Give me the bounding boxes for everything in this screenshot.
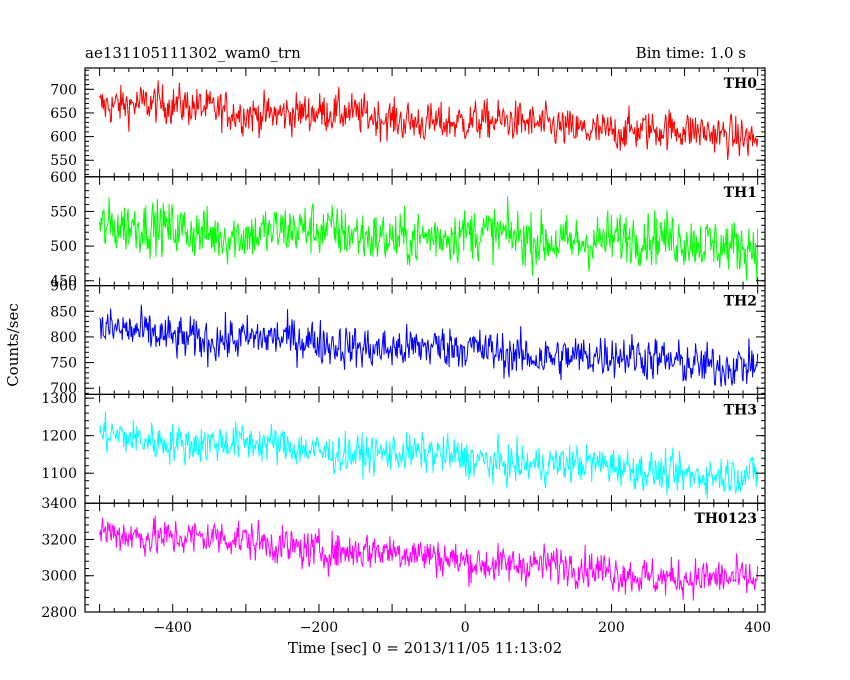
chart-title: ae131105111302_wam0_trn xyxy=(85,44,301,62)
bin-time-label: Bin time: 1.0 s xyxy=(636,44,746,62)
y-tick-label: 550 xyxy=(50,153,77,169)
y-tick-label: 700 xyxy=(50,82,77,98)
y-axis-title: Counts/sec xyxy=(4,303,22,387)
series-line-th3 xyxy=(99,411,759,500)
panel-label-th1: TH1 xyxy=(724,185,757,201)
panel-th0: 550 600 650 700 TH0 xyxy=(50,67,766,178)
series-line-th1 xyxy=(99,196,759,281)
panel-label-th0: TH0 xyxy=(724,76,758,92)
x-axis-title: Time [sec] 0 = 2013/11/05 11:13:02 xyxy=(288,639,562,657)
y-tick-label: 1300 xyxy=(41,391,77,407)
panel-frame xyxy=(84,502,766,613)
panel-th3: 1100 1200 1300 TH3 xyxy=(41,391,766,504)
x-tick-label: 400 xyxy=(744,620,771,636)
y-tick-label: 1100 xyxy=(41,466,77,482)
y-tick-label: 650 xyxy=(50,106,77,122)
panel-th1: 450 500 550 600 TH1 xyxy=(50,170,766,290)
panel-label-th3: TH3 xyxy=(724,402,757,418)
panel-label-th2: TH2 xyxy=(724,294,757,310)
y-tick-label: 600 xyxy=(50,170,77,186)
panel-label-th0123: TH0123 xyxy=(694,511,757,527)
y-tick-label: 800 xyxy=(50,330,77,346)
y-tick-label: 3000 xyxy=(41,569,77,585)
y-tick-label: 850 xyxy=(50,304,77,320)
x-axis: −400 −200 0 200 400 xyxy=(154,620,772,636)
y-tick-label: 550 xyxy=(50,204,77,220)
panel-frame xyxy=(84,67,766,178)
series-line-th0123 xyxy=(99,515,759,601)
y-tick-label: 750 xyxy=(50,356,77,372)
y-tick-label: 3200 xyxy=(41,532,77,548)
x-tick-label: −400 xyxy=(154,620,192,636)
y-tick-label: 3400 xyxy=(41,496,77,512)
x-tick-label: 200 xyxy=(598,620,625,636)
y-tick-label: 600 xyxy=(50,130,77,146)
y-tick-label: 500 xyxy=(50,239,77,255)
series-line-th2 xyxy=(99,304,759,387)
x-tick-label: 0 xyxy=(461,620,470,636)
y-tick-label: 450 xyxy=(50,274,77,290)
panel-frame xyxy=(84,285,766,396)
y-tick-label: 2800 xyxy=(41,605,77,621)
panel-th0123: 2800 3000 3200 3400 TH0123 xyxy=(41,496,766,621)
series-line-th0 xyxy=(99,80,759,161)
y-tick-label: 1200 xyxy=(41,429,77,445)
y-tick-label: 900 xyxy=(50,279,77,295)
y-tick-label: 700 xyxy=(50,381,77,397)
x-tick-label: −200 xyxy=(300,620,338,636)
panel-th2: 700 750 800 850 900 TH2 xyxy=(50,279,766,397)
